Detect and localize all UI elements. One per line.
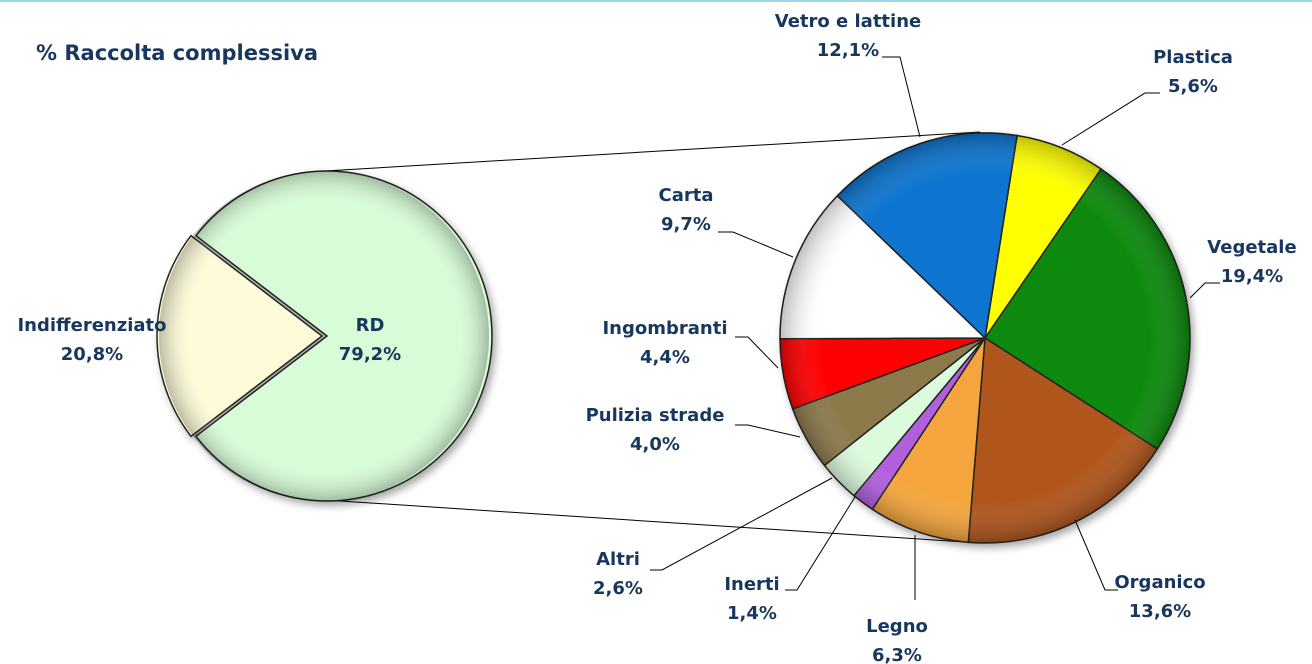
pie (779, 132, 1191, 544)
leader-line (735, 336, 779, 369)
value-label: 6,3% (872, 645, 922, 664)
leader-line (735, 424, 801, 438)
value-label: 2,6% (593, 578, 643, 599)
category-label: RD (356, 315, 385, 336)
leader-line (785, 496, 856, 591)
leader-line (1074, 519, 1118, 591)
value-label: 4,4% (640, 347, 690, 368)
category-label: Vegetale (1207, 237, 1296, 258)
category-label: Carta (659, 185, 714, 206)
chart-title: % Raccolta complessiva (36, 41, 318, 65)
value-label: 1,4% (727, 603, 777, 624)
category-label: Inerti (724, 574, 779, 595)
category-label: Vetro e lattine (775, 11, 921, 32)
category-label: Pulizia strade (586, 405, 725, 426)
leader-line (650, 477, 833, 571)
category-label: Indifferenziato (17, 315, 166, 336)
value-label: 12,1% (817, 40, 879, 61)
value-label: 4,0% (630, 434, 680, 455)
leader-line (1061, 92, 1160, 146)
value-label: 9,7% (661, 214, 711, 235)
value-label: 79,2% (339, 344, 401, 365)
value-label: 5,6% (1168, 76, 1218, 97)
category-label: Legno (866, 616, 928, 637)
pie (156, 170, 493, 502)
category-label: Ingombranti (602, 318, 727, 339)
value-label: 20,8% (61, 344, 123, 365)
leader-line (718, 231, 794, 258)
value-label: 19,4% (1221, 266, 1283, 287)
leader-line (1189, 282, 1220, 299)
category-label: Plastica (1153, 47, 1233, 68)
value-label: 13,6% (1129, 601, 1191, 622)
leader-line (882, 56, 921, 138)
category-label: Altri (596, 549, 640, 570)
category-label: Organico (1114, 572, 1205, 593)
